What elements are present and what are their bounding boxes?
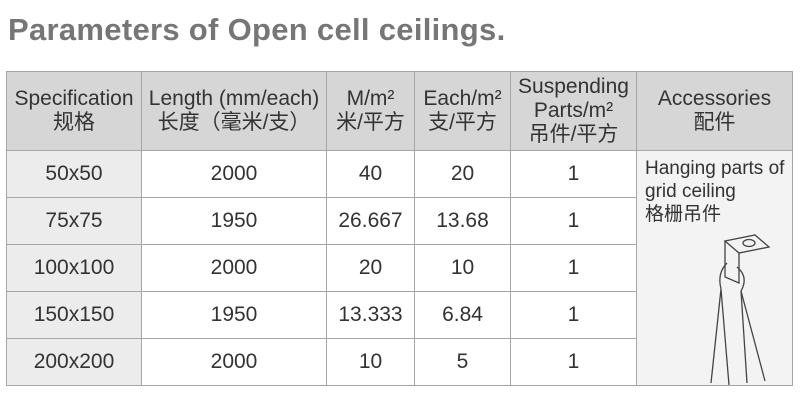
value-cell: 6.84: [414, 291, 511, 339]
value-cell: 1: [510, 197, 637, 245]
table-row: 150x150 1950 13.333 6.84 1: [6, 291, 793, 339]
header-cell: Specification 规格: [6, 71, 142, 151]
value-cell: 13.333: [326, 291, 415, 339]
table-row: 50x50 2000 40 20 1 Hanging parts of grid ceili…: [6, 150, 793, 386]
spec-table: Specification 规格 Length (mm/each) 长度（毫米/支） M…: [6, 71, 793, 386]
value-cell: 1950: [141, 291, 327, 339]
value-cell: 1: [510, 338, 637, 386]
header-line: Accessories: [657, 87, 772, 110]
accessory-line: Hanging parts of: [645, 158, 785, 179]
accessory-line: grid ceiling: [645, 181, 736, 202]
value-cell: 1950: [141, 197, 327, 245]
value-cell: 26.667: [326, 197, 415, 245]
spec-cell: 150x150: [6, 291, 142, 339]
value-cell: 2000: [141, 338, 327, 386]
value-cell: 10: [414, 244, 511, 292]
header-line: 米/平方: [336, 111, 405, 134]
header-line: M/m²: [346, 87, 395, 110]
value-cell: 1: [510, 150, 637, 198]
spec-cell: 100x100: [6, 244, 142, 292]
value-cell: 2000: [141, 150, 327, 198]
table-row: 75x75 1950 26.667 13.68 1: [6, 197, 793, 245]
header-line: Each/m²: [423, 87, 502, 110]
title: Parameters of Open cell ceilings.: [8, 12, 506, 47]
header-row: Specification 规格 Length (mm/each) 长度（毫米/支） M…: [6, 71, 793, 151]
header-line: Parts/m²: [533, 99, 614, 122]
value-cell: 5: [414, 338, 511, 386]
header-line: 支/平方: [428, 111, 497, 134]
accessory-cell: Hanging parts of grid ceiling 格栅吊件: [636, 150, 793, 386]
table-body: 50x50 2000 40 20 1 Hanging parts of grid ceili…: [6, 150, 793, 386]
header-line: 吊件/平方: [528, 123, 619, 146]
table-row: 200x200 2000 10 5 1: [6, 338, 793, 386]
spec-cell: 200x200: [6, 338, 142, 386]
value-cell: 40: [326, 150, 415, 198]
value-cell: 1: [510, 291, 637, 339]
header-cell: Each/m² 支/平方: [414, 71, 511, 151]
header-cell: Suspending Parts/m² 吊件/平方: [510, 71, 637, 151]
spec-cell: 75x75: [6, 197, 142, 245]
value-cell: 2000: [141, 244, 327, 292]
header-cell: Length (mm/each) 长度（毫米/支）: [141, 71, 327, 151]
value-cell: 13.68: [414, 197, 511, 245]
header-line: 配件: [693, 111, 736, 134]
accessory-line: 格栅吊件: [645, 204, 722, 225]
spec-cell: 50x50: [6, 150, 142, 198]
header-line: Specification: [14, 87, 134, 110]
header-cell: Accessories 配件: [636, 71, 793, 151]
header-line: Suspending: [518, 75, 629, 98]
table-row: 100x100 2000 20 10 1: [6, 244, 793, 292]
value-cell: 20: [326, 244, 415, 292]
header-line: Length (mm/each): [148, 87, 320, 110]
value-cell: 1: [510, 244, 637, 292]
value-cell: 10: [326, 338, 415, 386]
header-line: 长度（毫米/支）: [157, 111, 311, 134]
header-line: 规格: [53, 111, 95, 134]
header-cell: M/m² 米/平方: [326, 71, 415, 151]
hanger-drawing: [710, 234, 771, 386]
value-cell: 20: [414, 150, 511, 198]
